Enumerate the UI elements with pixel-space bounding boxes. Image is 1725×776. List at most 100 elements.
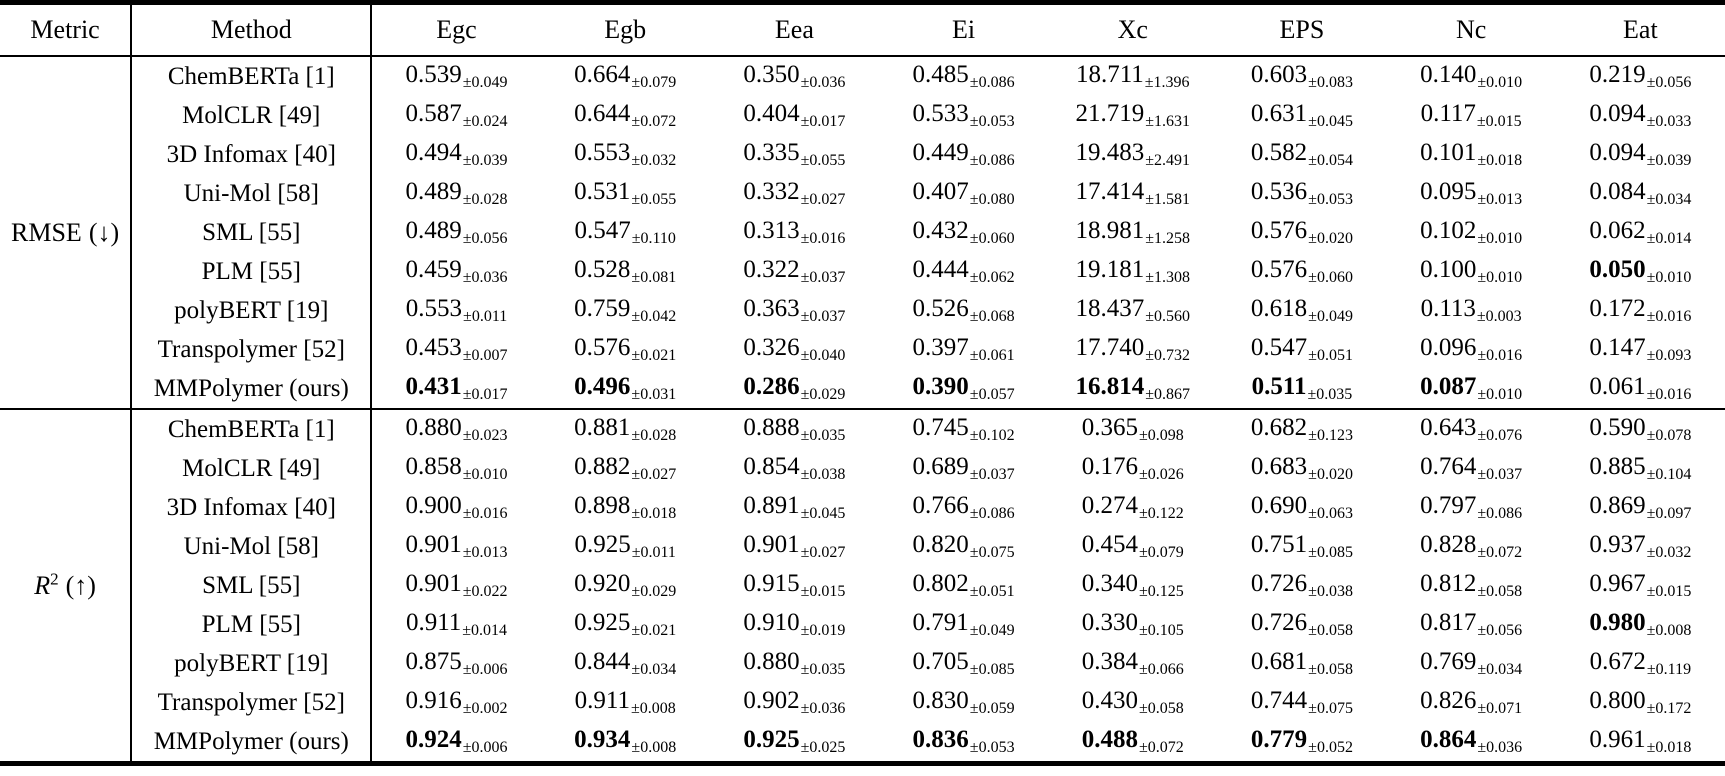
value-stddev: ±0.031	[631, 386, 677, 403]
value-stddev: ±0.057	[969, 386, 1015, 403]
method-name: SML [55]	[131, 213, 373, 252]
value-mean: 0.812	[1420, 570, 1477, 597]
table-row: MMPolymer (ours) 0.431±0.017 0.496±0.031 0.…	[0, 369, 1725, 409]
metric-value-cell: 0.880±0.035	[710, 644, 879, 683]
value-mean: 0.844	[574, 648, 631, 675]
value-mean: 0.643	[1420, 414, 1477, 441]
value-stddev: ±0.035	[800, 661, 846, 678]
table-row: polyBERT [19] 0.875±0.006 0.844±0.034 0.880…	[0, 644, 1725, 683]
value-stddev: ±0.054	[1308, 152, 1353, 169]
value-stddev: ±0.052	[1308, 739, 1353, 756]
value-stddev: ±0.019	[800, 622, 846, 639]
metric-value-cell: 0.176±0.026	[1048, 449, 1217, 488]
value-stddev: ±0.867	[1145, 386, 1191, 403]
metric-value-cell: 0.934±0.008	[541, 722, 710, 764]
table-row: MolCLR [49] 0.858±0.010 0.882±0.027 0.854±0…	[0, 449, 1725, 488]
value-mean: 0.286	[743, 373, 800, 400]
metric-value-cell: 0.937±0.032	[1556, 527, 1725, 566]
value-mean: 0.826	[1420, 687, 1477, 714]
metric-value-cell: 0.911±0.008	[541, 683, 710, 722]
table-row: 3D Infomax [40] 0.494±0.039 0.553±0.032 0.3…	[0, 135, 1725, 174]
metric-value-cell: 0.576±0.060	[1217, 252, 1386, 291]
metric-value-cell: 0.920±0.029	[541, 566, 710, 605]
metric-superscript: 2	[50, 568, 59, 588]
value-stddev: ±0.056	[462, 230, 508, 247]
metric-value-cell: 0.430±0.058	[1048, 683, 1217, 722]
metric-value-cell: 0.172±0.016	[1556, 291, 1725, 330]
value-mean: 0.683	[1250, 453, 1308, 480]
metric-value-cell: 0.536±0.053	[1217, 174, 1386, 213]
value-mean: 0.901	[743, 531, 800, 558]
metric-value-cell: 0.891±0.045	[710, 488, 879, 527]
value-stddev: ±0.039	[1646, 152, 1692, 169]
column-header-eps: EPS	[1217, 2, 1387, 57]
value-mean: 0.924	[405, 726, 462, 753]
value-stddev: ±0.018	[631, 505, 677, 522]
value-mean: 0.350	[743, 61, 800, 88]
metric-value-cell: 0.526±0.068	[879, 291, 1048, 330]
value-stddev: ±0.032	[631, 152, 677, 169]
metric-value-cell: 0.766±0.086	[879, 488, 1048, 527]
column-header-xc: Xc	[1048, 2, 1218, 57]
value-mean: 0.531	[574, 178, 631, 205]
value-mean: 0.618	[1250, 295, 1308, 322]
value-mean: 0.533	[912, 100, 969, 127]
metric-value-cell: 0.102±0.010	[1387, 213, 1556, 252]
value-mean: 0.910	[743, 609, 800, 636]
metric-value-cell: 0.407±0.080	[879, 174, 1048, 213]
metric-value-cell: 0.898±0.018	[541, 488, 710, 527]
value-mean: 0.449	[912, 139, 969, 166]
value-stddev: ±0.006	[462, 739, 508, 756]
metric-value-cell: 0.553±0.032	[541, 135, 710, 174]
value-mean: 0.682	[1250, 414, 1308, 441]
value-mean: 0.407	[912, 178, 969, 205]
metric-value-cell: 0.858±0.010	[371, 449, 540, 488]
value-stddev: ±0.059	[969, 700, 1015, 717]
table-row: RMSE (↓) ChemBERTa [1] 0.539±0.049 0.664±0.0…	[0, 56, 1725, 409]
value-stddev: ±0.081	[631, 269, 677, 286]
value-mean: 0.726	[1250, 570, 1308, 597]
method-name: MolCLR [49]	[131, 449, 373, 488]
method-name: ChemBERTa [1]	[131, 408, 373, 449]
metric-value-cell: 0.219±0.056	[1556, 56, 1725, 96]
value-mean: 0.726	[1250, 609, 1308, 636]
value-stddev: ±0.072	[1477, 544, 1523, 561]
value-mean: 0.536	[1250, 178, 1308, 205]
value-mean: 0.705	[912, 648, 969, 675]
metric-value-cell: 0.553±0.011	[371, 291, 540, 330]
value-stddev: ±0.015	[800, 583, 846, 600]
metric-value-cell: 0.140±0.010	[1387, 56, 1556, 96]
method-name: 3D Infomax [40]	[131, 135, 373, 174]
metric-value-cell: 0.100±0.010	[1387, 252, 1556, 291]
value-stddev: ±0.024	[462, 113, 508, 130]
metric-value-cell: 0.454±0.079	[1048, 527, 1217, 566]
value-stddev: ±0.058	[1308, 661, 1353, 678]
value-mean: 0.576	[1250, 256, 1308, 283]
metric-value-cell: 0.836±0.053	[879, 722, 1048, 764]
metric-value-cell: 0.095±0.013	[1387, 174, 1556, 213]
metric-value-cell: 0.576±0.020	[1217, 213, 1386, 252]
value-mean: 18.711	[1075, 61, 1144, 88]
value-mean: 0.459	[405, 256, 462, 283]
metric-value-cell: 0.901±0.022	[371, 566, 540, 605]
value-stddev: ±0.020	[1308, 466, 1353, 483]
value-mean: 0.511	[1251, 373, 1307, 400]
value-stddev: ±0.068	[969, 308, 1015, 325]
value-mean: 0.062	[1589, 217, 1646, 244]
value-mean: 0.590	[1589, 414, 1646, 441]
value-mean: 0.967	[1589, 570, 1646, 597]
value-stddev: ±0.020	[1308, 230, 1353, 247]
metric-value-cell: 0.533±0.053	[879, 96, 1048, 135]
value-stddev: ±0.051	[969, 583, 1015, 600]
column-header-nc: Nc	[1386, 2, 1556, 57]
value-stddev: ±0.066	[1138, 661, 1184, 678]
value-stddev: ±0.011	[463, 308, 508, 325]
value-stddev: ±0.025	[800, 739, 846, 756]
value-stddev: ±0.038	[800, 466, 846, 483]
value-stddev: ±0.010	[1477, 386, 1523, 403]
value-stddev: ±0.037	[800, 308, 846, 325]
value-mean: 0.176	[1081, 453, 1138, 480]
value-mean: 0.875	[405, 648, 462, 675]
value-stddev: ±0.055	[631, 191, 677, 208]
